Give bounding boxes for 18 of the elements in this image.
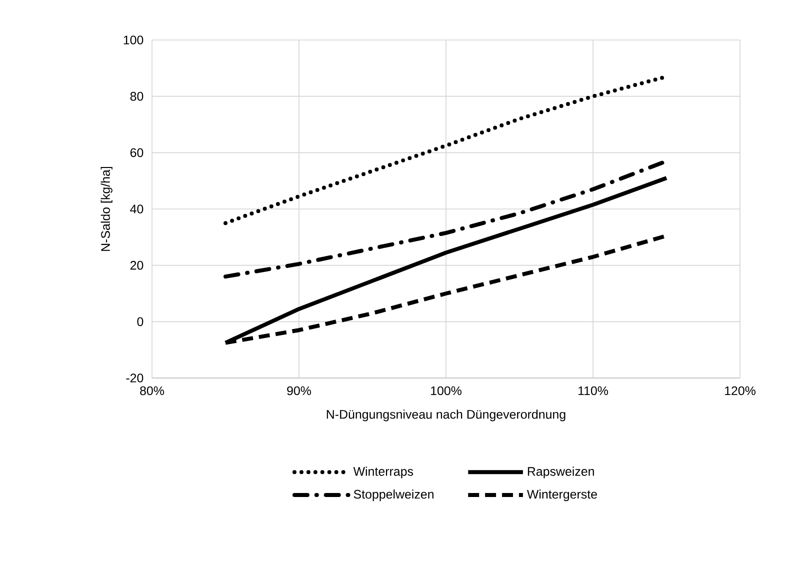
y-tick-label: 60: [130, 148, 144, 158]
y-axis-title: N-Saldo [kg/ha]: [100, 166, 112, 251]
x-axis-title: N-Düngungsniveau nach Düngeverordnung: [326, 410, 566, 422]
y-tick-label: 80: [130, 92, 144, 101]
y-tick-label: 0: [137, 317, 144, 326]
x-tick-label: 100%: [431, 386, 462, 396]
x-tick-label: 110%: [578, 386, 608, 396]
y-tick-label: 40: [130, 204, 144, 214]
legend-label: Winterraps: [353, 466, 414, 478]
y-tick-label: -20: [126, 374, 144, 382]
legend-label: Stoppelweizen: [354, 490, 434, 502]
legend-label: Wintergerste: [526, 490, 597, 502]
y-tick-label: 100: [124, 36, 144, 44]
x-tick-label: 120%: [725, 386, 756, 396]
y-tick-label: 20: [130, 260, 144, 270]
x-tick-label: 90%: [287, 386, 312, 396]
x-tick-label: 80%: [140, 386, 164, 396]
legend-label: Rapsweizen: [528, 466, 594, 478]
